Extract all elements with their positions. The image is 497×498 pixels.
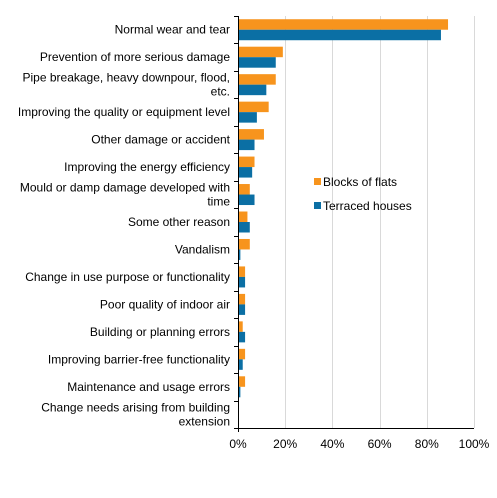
bars	[238, 19, 449, 398]
category-label: Maintenance and usage errors	[67, 380, 230, 394]
category-label: Building or planning errors	[90, 325, 230, 339]
x-tick-label: 60%	[368, 437, 392, 451]
category-label: Normal wear and tear	[115, 23, 230, 37]
bar-terraced-houses	[238, 249, 241, 260]
bar-blocks-of-flats	[238, 19, 449, 30]
category-label: Prevention of more serious damage	[40, 50, 230, 64]
legend-label-blocks-of-flats: Blocks of flats	[323, 175, 397, 189]
bar-blocks-of-flats	[238, 266, 246, 277]
bar-terraced-houses	[238, 139, 255, 151]
bar-blocks-of-flats	[238, 211, 248, 222]
legend-swatch-blocks-of-flats	[314, 178, 321, 185]
category-label: Some other reason	[128, 215, 230, 229]
x-tick-label: 100%	[459, 437, 490, 451]
category-label: Other damage or accident	[91, 133, 230, 147]
bar-blocks-of-flats	[238, 376, 246, 387]
bar-terraced-houses	[238, 57, 276, 68]
category-label: Change in use purpose or functionality	[25, 270, 230, 284]
category-label: Improving barrier-free functionality	[48, 352, 230, 366]
bar-terraced-houses	[238, 304, 246, 315]
bar-blocks-of-flats	[238, 101, 269, 113]
bar-terraced-houses	[238, 359, 243, 370]
bar-terraced-houses	[238, 222, 250, 233]
bar-terraced-houses	[238, 331, 246, 343]
legend: Blocks of flats Terraced houses	[314, 175, 412, 213]
bar-blocks-of-flats	[238, 321, 243, 332]
category-label: Vandalism	[175, 242, 230, 256]
x-tick-label: 40%	[320, 437, 344, 451]
bar-blocks-of-flats	[238, 129, 264, 140]
bar-blocks-of-flats	[238, 293, 246, 305]
gridlines	[285, 16, 475, 428]
bar-blocks-of-flats	[238, 156, 255, 168]
bar-terraced-houses	[238, 194, 255, 206]
legend-label-terraced-houses: Terraced houses	[323, 199, 412, 213]
x-tick-label: 0%	[229, 437, 247, 451]
bar-terraced-houses	[238, 386, 241, 398]
bar-blocks-of-flats	[238, 238, 250, 250]
category-label: Improving the energy efficiency	[64, 160, 230, 174]
category-label: Improving the quality or equipment level	[18, 105, 230, 119]
category-label: Poor quality of indoor air	[100, 297, 230, 311]
bar-blocks-of-flats	[238, 348, 246, 360]
category-label: Change needs arising from building extens…	[41, 400, 230, 428]
bar-terraced-houses	[238, 167, 253, 178]
bar-terraced-houses	[238, 29, 441, 41]
bar-blocks-of-flats	[238, 184, 250, 195]
category-label: Mould or damp damage developed with time	[20, 181, 230, 209]
bar-terraced-houses	[238, 84, 267, 96]
category-label: Pipe breakage, heavy downpour, flood, etc…	[23, 71, 230, 99]
x-tick-label: 20%	[273, 437, 297, 451]
bar-terraced-houses	[238, 112, 257, 123]
category-labels: Normal wear and tear Prevention of more s…	[18, 23, 231, 429]
axes	[234, 16, 474, 432]
bar-blocks-of-flats	[238, 74, 276, 85]
bar-blocks-of-flats	[238, 46, 283, 58]
bar-terraced-houses	[238, 276, 246, 288]
legend-swatch-terraced-houses	[314, 202, 321, 209]
x-tick-label: 80%	[415, 437, 439, 451]
x-tick-labels: 0% 20% 40% 60% 80% 100%	[229, 437, 489, 451]
